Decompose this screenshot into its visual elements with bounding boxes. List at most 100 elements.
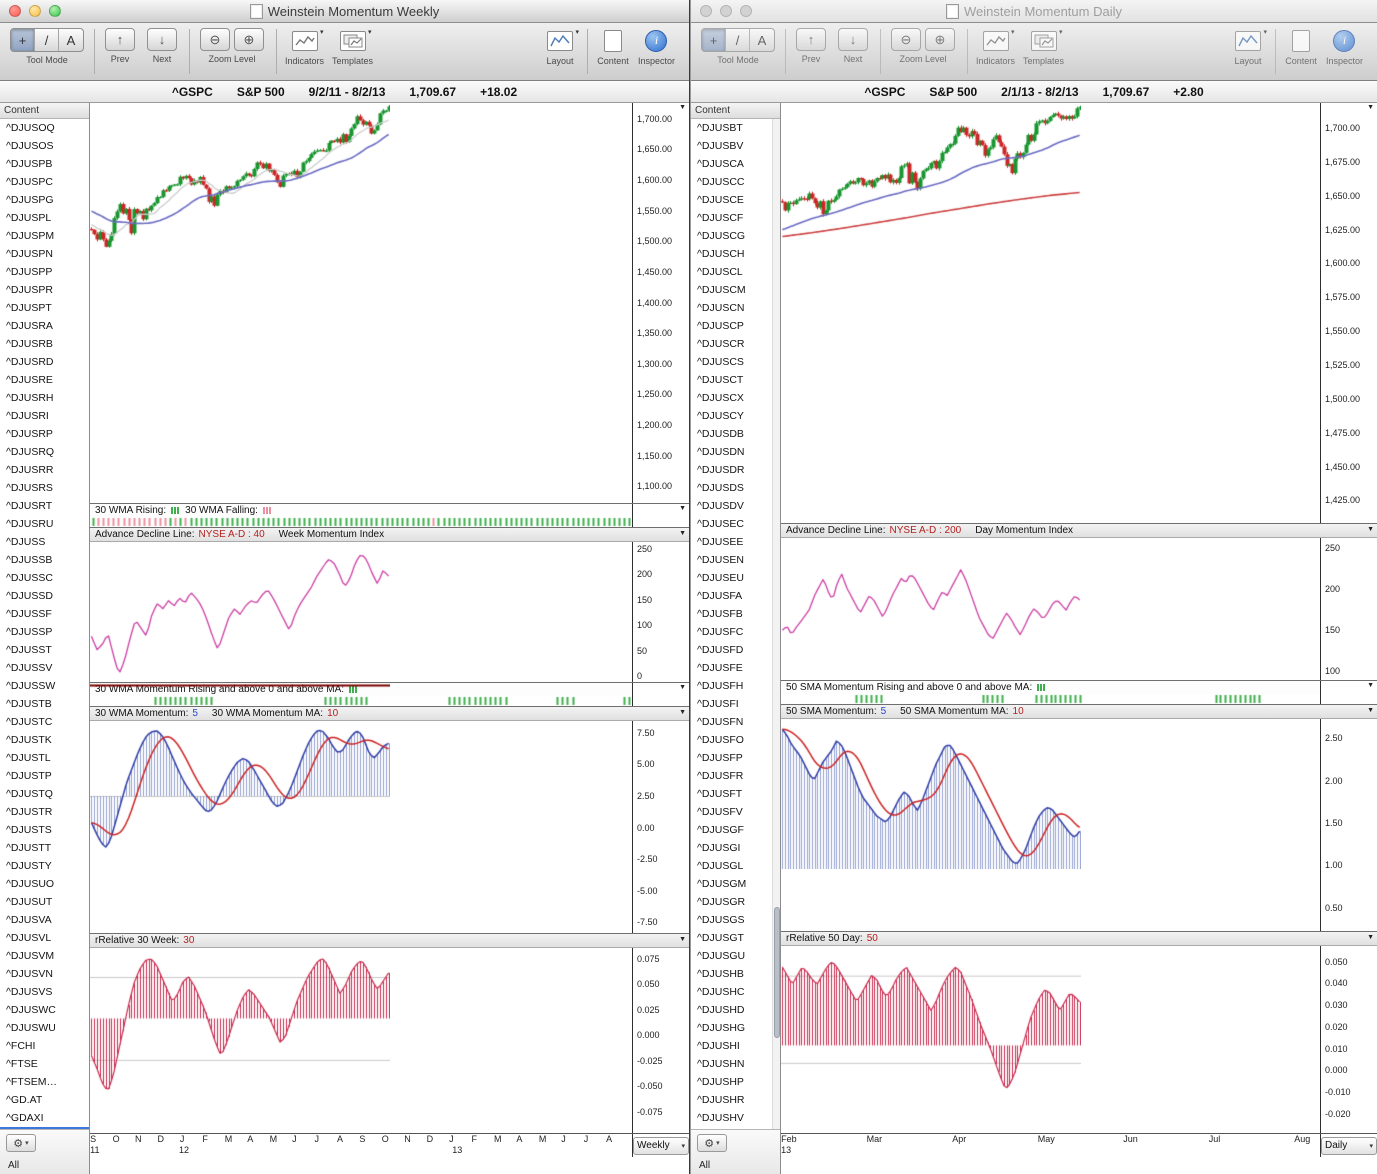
zoom-window-icon[interactable] xyxy=(49,5,61,17)
sidebar-item[interactable]: ^DJUSRB xyxy=(6,338,53,350)
collapse-arrow-icon[interactable]: ▼ xyxy=(1367,682,1374,689)
sidebar-item[interactable]: ^DJUSFC xyxy=(697,626,744,638)
sidebar-item[interactable]: ^DJUSDB xyxy=(697,428,744,440)
sidebar-item[interactable]: ^DJUSSF xyxy=(6,608,52,620)
minimize-icon[interactable] xyxy=(29,5,41,17)
sidebar-item[interactable]: ^DJUSGI xyxy=(697,842,741,854)
sidebar-item[interactable]: ^DJUSRR xyxy=(6,464,54,476)
sidebar-item[interactable]: ^DJUSCM xyxy=(697,284,746,296)
sidebar-item[interactable]: ^DJUSHP xyxy=(697,1076,744,1088)
sidebar-item[interactable]: ^DJUSRI xyxy=(6,410,49,422)
sidebar-item[interactable]: ^DJUSFA xyxy=(697,590,743,602)
templates-button[interactable]: ▾ xyxy=(336,28,372,53)
sidebar-item[interactable]: ^DJUSOQ xyxy=(6,122,55,134)
sidebar-item[interactable]: ^GDAXI xyxy=(6,1112,44,1124)
line-tool-button[interactable]: / xyxy=(35,29,59,51)
zoom-window-icon[interactable] xyxy=(740,5,752,17)
zoom-in-button[interactable]: ⊕ xyxy=(925,28,955,51)
price-chart[interactable] xyxy=(90,103,390,253)
sidebar-item[interactable]: ^DJUSCL xyxy=(697,266,743,278)
sidebar-item[interactable]: ^DJUSGS xyxy=(697,914,745,926)
sidebar-item[interactable]: ^DJUSFB xyxy=(697,608,743,620)
zoom-in-button[interactable]: ⊕ xyxy=(234,28,264,51)
prev-button[interactable]: ↑ xyxy=(796,28,826,51)
sidebar-item[interactable]: ^DJUSRQ xyxy=(6,446,55,458)
indicators-button[interactable]: ▾ xyxy=(979,28,1015,53)
sidebar-item[interactable]: ^DJUSCT xyxy=(697,374,744,386)
sidebar-item[interactable]: ^DJUSPB xyxy=(6,158,53,170)
prev-button[interactable]: ↑ xyxy=(105,28,135,51)
sidebar-item[interactable]: ^DJUSWU xyxy=(6,1022,56,1034)
gear-button[interactable]: ⚙ ▾ xyxy=(697,1134,727,1152)
sidebar-item[interactable]: ^DJUSVN xyxy=(6,968,53,980)
sidebar-item[interactable]: ^DJUSVL xyxy=(6,932,52,944)
sidebar-item[interactable]: ^DJUSCX xyxy=(697,392,744,404)
sidebar-item[interactable]: ^DJUSFV xyxy=(697,806,743,818)
sidebar-item[interactable]: ^DJUSGM xyxy=(697,878,747,890)
sidebar-item[interactable]: ^DJUSCF xyxy=(697,212,744,224)
sidebar-item[interactable]: ^DJUSCR xyxy=(697,338,745,350)
sidebar-item[interactable]: ^DJUSHI xyxy=(697,1040,740,1052)
sidebar-item[interactable]: ^DJUSSB xyxy=(6,554,53,566)
sidebar-item[interactable]: ^DJUSPT xyxy=(6,302,52,314)
sidebar-item[interactable]: ^DJUSHB xyxy=(697,968,744,980)
sidebar-item[interactable]: ^DJUSDN xyxy=(697,446,745,458)
sidebar-item[interactable]: ^DJUSTY xyxy=(6,860,52,872)
sidebar-item[interactable]: ^DJUSGT xyxy=(697,932,744,944)
sidebar-item[interactable]: ^DJUSCH xyxy=(697,248,745,260)
collapse-arrow-icon[interactable]: ▼ xyxy=(1367,934,1374,941)
zoom-out-button[interactable]: ⊖ xyxy=(200,28,230,51)
gear-button[interactable]: ⚙ ▾ xyxy=(6,1134,36,1152)
sidebar-item[interactable]: ^DJUSTB xyxy=(6,698,52,710)
sidebar-item[interactable]: ^DJUSSD xyxy=(6,590,53,602)
sidebar-item[interactable]: ^DJUSCY xyxy=(697,410,744,422)
sidebar-item[interactable]: ^FTSE xyxy=(6,1058,38,1070)
sidebar-item[interactable]: ^DJUSCS xyxy=(697,356,744,368)
close-icon[interactable] xyxy=(700,5,712,17)
next-button[interactable]: ↓ xyxy=(838,28,868,51)
ad-chart[interactable] xyxy=(90,542,390,692)
sidebar-item[interactable]: ^DJUSPC xyxy=(6,176,53,188)
text-tool-button[interactable]: A xyxy=(750,29,774,51)
sidebar-item[interactable]: ^DJUSFO xyxy=(697,734,744,746)
sidebar-item[interactable]: ^DJUSFP xyxy=(697,752,743,764)
sidebar-item[interactable]: ^DJUSRU xyxy=(6,518,54,530)
inspector-button[interactable]: i xyxy=(1327,28,1361,53)
sidebar-item[interactable]: ^DJUSTK xyxy=(6,734,52,746)
text-tool-button[interactable]: A xyxy=(59,29,83,51)
content-button[interactable] xyxy=(596,28,630,53)
sidebar-item[interactable]: ^DJUSGR xyxy=(697,896,746,908)
sidebar-item[interactable]: ^DJUSPM xyxy=(6,230,55,242)
zoom-out-button[interactable]: ⊖ xyxy=(891,28,921,51)
sidebar-item[interactable]: ^DJUSGU xyxy=(697,950,746,962)
minimize-icon[interactable] xyxy=(720,5,732,17)
sidebar-item[interactable]: ^DJUSBT xyxy=(697,122,743,134)
sidebar-item[interactable]: ^DJUSHG xyxy=(697,1022,746,1034)
collapse-arrow-icon[interactable]: ▼ xyxy=(1367,104,1374,111)
sidebar-item[interactable]: ^DJUSSV xyxy=(6,662,53,674)
sidebar-item[interactable]: ^DJUSHV xyxy=(697,1112,744,1124)
content-button[interactable] xyxy=(1284,28,1318,53)
sidebar-item[interactable]: ^DJUSGL xyxy=(697,860,744,872)
sidebar-item[interactable]: ^DJUSPR xyxy=(6,284,53,296)
sidebar-item[interactable]: ^DJUSTR xyxy=(6,806,53,818)
timeframe-select[interactable]: Daily ▾ xyxy=(1321,1136,1377,1155)
momentum-chart[interactable] xyxy=(781,719,1081,869)
sidebar-item[interactable]: ^DJUSCA xyxy=(697,158,744,170)
sidebar-item[interactable]: ^DJUSEU xyxy=(697,572,744,584)
sidebar-item[interactable]: ^DJUSEN xyxy=(697,554,744,566)
sidebar-item[interactable]: ^GD.AT xyxy=(6,1094,43,1106)
sidebar-item[interactable]: ^DJUSRT xyxy=(6,500,53,512)
sidebar-item[interactable]: ^DJUSFN xyxy=(697,716,744,728)
rrelative-chart[interactable] xyxy=(781,946,1081,1096)
collapse-arrow-icon[interactable]: ▼ xyxy=(679,104,686,111)
sidebar-item[interactable]: ^DJUSCE xyxy=(697,194,744,206)
sidebar-item[interactable]: ^DJUSUO xyxy=(6,878,55,890)
sidebar-item[interactable]: ^DJUSEC xyxy=(697,518,744,530)
indicators-button[interactable]: ▾ xyxy=(288,28,324,53)
sidebar-item[interactable]: ^DJUSBV xyxy=(697,140,744,152)
sidebar-item[interactable]: ^DJUSRP xyxy=(6,428,53,440)
rrelative-chart[interactable] xyxy=(90,948,390,1098)
symbol-list[interactable]: ^DJUSOQ ^DJUSOS ^DJUSPB ^DJUSPC ^DJUSPG ^DJUS… xyxy=(0,119,89,1129)
sidebar-item[interactable]: ^DJUSHD xyxy=(697,1004,745,1016)
